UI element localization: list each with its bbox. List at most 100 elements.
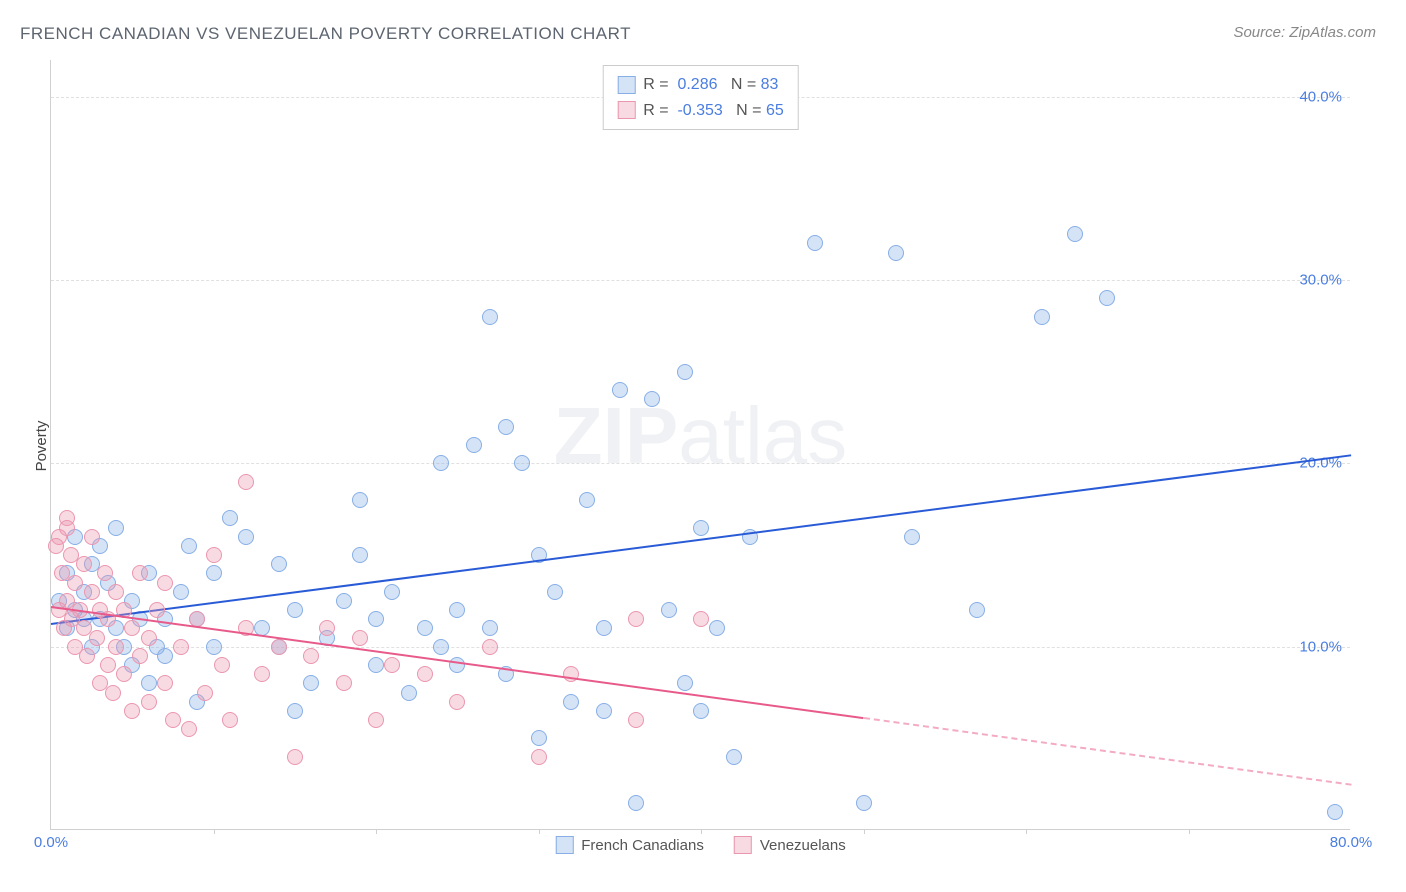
- scatter-point: [141, 675, 157, 691]
- scatter-point: [181, 538, 197, 554]
- scatter-point: [336, 593, 352, 609]
- scatter-point: [677, 675, 693, 691]
- scatter-point: [238, 474, 254, 490]
- scatter-point: [368, 712, 384, 728]
- scatter-point: [352, 492, 368, 508]
- scatter-point: [124, 620, 140, 636]
- scatter-point: [84, 529, 100, 545]
- source-credit: Source: ZipAtlas.com: [1233, 24, 1376, 41]
- scatter-point: [173, 584, 189, 600]
- scatter-point: [173, 639, 189, 655]
- scatter-point: [563, 694, 579, 710]
- scatter-point: [352, 630, 368, 646]
- scatter-point: [214, 657, 230, 673]
- x-minor-tick: [864, 829, 865, 834]
- scatter-point: [238, 529, 254, 545]
- scatter-point: [612, 382, 628, 398]
- legend-swatch: [617, 76, 635, 94]
- scatter-point: [449, 602, 465, 618]
- scatter-point: [1327, 804, 1343, 820]
- scatter-point: [677, 364, 693, 380]
- scatter-point: [531, 749, 547, 765]
- scatter-point: [124, 703, 140, 719]
- scatter-point: [482, 639, 498, 655]
- scatter-point: [628, 611, 644, 627]
- scatter-point: [596, 703, 612, 719]
- legend-swatch: [617, 101, 635, 119]
- scatter-point: [888, 245, 904, 261]
- scatter-point: [628, 795, 644, 811]
- x-minor-tick: [1189, 829, 1190, 834]
- scatter-point: [726, 749, 742, 765]
- trend-line: [863, 717, 1351, 786]
- scatter-point: [84, 584, 100, 600]
- scatter-point: [449, 657, 465, 673]
- scatter-point: [401, 685, 417, 701]
- x-tick-label: 0.0%: [34, 834, 68, 851]
- legend-row: R = 0.286 N = 83: [617, 72, 784, 98]
- scatter-point: [368, 611, 384, 627]
- scatter-point: [482, 620, 498, 636]
- gridline: [51, 463, 1350, 464]
- scatter-point: [287, 602, 303, 618]
- scatter-point: [222, 510, 238, 526]
- scatter-point: [514, 455, 530, 471]
- scatter-point: [76, 556, 92, 572]
- scatter-point: [693, 703, 709, 719]
- x-minor-tick: [539, 829, 540, 834]
- scatter-point: [449, 694, 465, 710]
- series-legend-item: French Canadians: [555, 836, 704, 854]
- scatter-point: [1034, 309, 1050, 325]
- scatter-point: [132, 648, 148, 664]
- y-axis-label: Poverty: [33, 421, 50, 472]
- scatter-point: [904, 529, 920, 545]
- scatter-point: [417, 666, 433, 682]
- scatter-point: [482, 309, 498, 325]
- scatter-point: [498, 419, 514, 435]
- scatter-point: [157, 575, 173, 591]
- x-minor-tick: [376, 829, 377, 834]
- scatter-point: [132, 565, 148, 581]
- scatter-point: [384, 657, 400, 673]
- scatter-point: [79, 648, 95, 664]
- y-tick-label: 30.0%: [1299, 272, 1342, 289]
- scatter-point: [1067, 226, 1083, 242]
- series-legend: French Canadians Venezuelans: [555, 836, 845, 854]
- series-legend-item: Venezuelans: [734, 836, 846, 854]
- scatter-point: [157, 648, 173, 664]
- scatter-point: [547, 584, 563, 600]
- scatter-point: [67, 575, 83, 591]
- scatter-point: [319, 620, 335, 636]
- scatter-point: [466, 437, 482, 453]
- x-minor-tick: [701, 829, 702, 834]
- scatter-point: [108, 520, 124, 536]
- scatter-point: [271, 639, 287, 655]
- scatter-point: [368, 657, 384, 673]
- scatter-point: [579, 492, 595, 508]
- scatter-point: [384, 584, 400, 600]
- scatter-point: [336, 675, 352, 691]
- scatter-point: [352, 547, 368, 563]
- scatter-point: [287, 703, 303, 719]
- scatter-point: [417, 620, 433, 636]
- scatter-point: [303, 648, 319, 664]
- scatter-point: [807, 235, 823, 251]
- scatter-point: [254, 666, 270, 682]
- scatter-point: [1099, 290, 1115, 306]
- scatter-point: [287, 749, 303, 765]
- legend-swatch: [734, 836, 752, 854]
- series-label: French Canadians: [581, 837, 704, 854]
- scatter-point: [59, 510, 75, 526]
- scatter-point: [100, 657, 116, 673]
- x-tick-label: 80.0%: [1330, 834, 1373, 851]
- chart-title: FRENCH CANADIAN VS VENEZUELAN POVERTY CO…: [20, 24, 631, 44]
- scatter-point: [693, 611, 709, 627]
- scatter-point: [433, 639, 449, 655]
- scatter-point: [628, 712, 644, 728]
- scatter-point: [206, 639, 222, 655]
- y-tick-label: 10.0%: [1299, 638, 1342, 655]
- correlation-legend: R = 0.286 N = 83R = -0.353 N = 65: [602, 65, 799, 130]
- scatter-point: [108, 639, 124, 655]
- scatter-point: [222, 712, 238, 728]
- scatter-point: [149, 602, 165, 618]
